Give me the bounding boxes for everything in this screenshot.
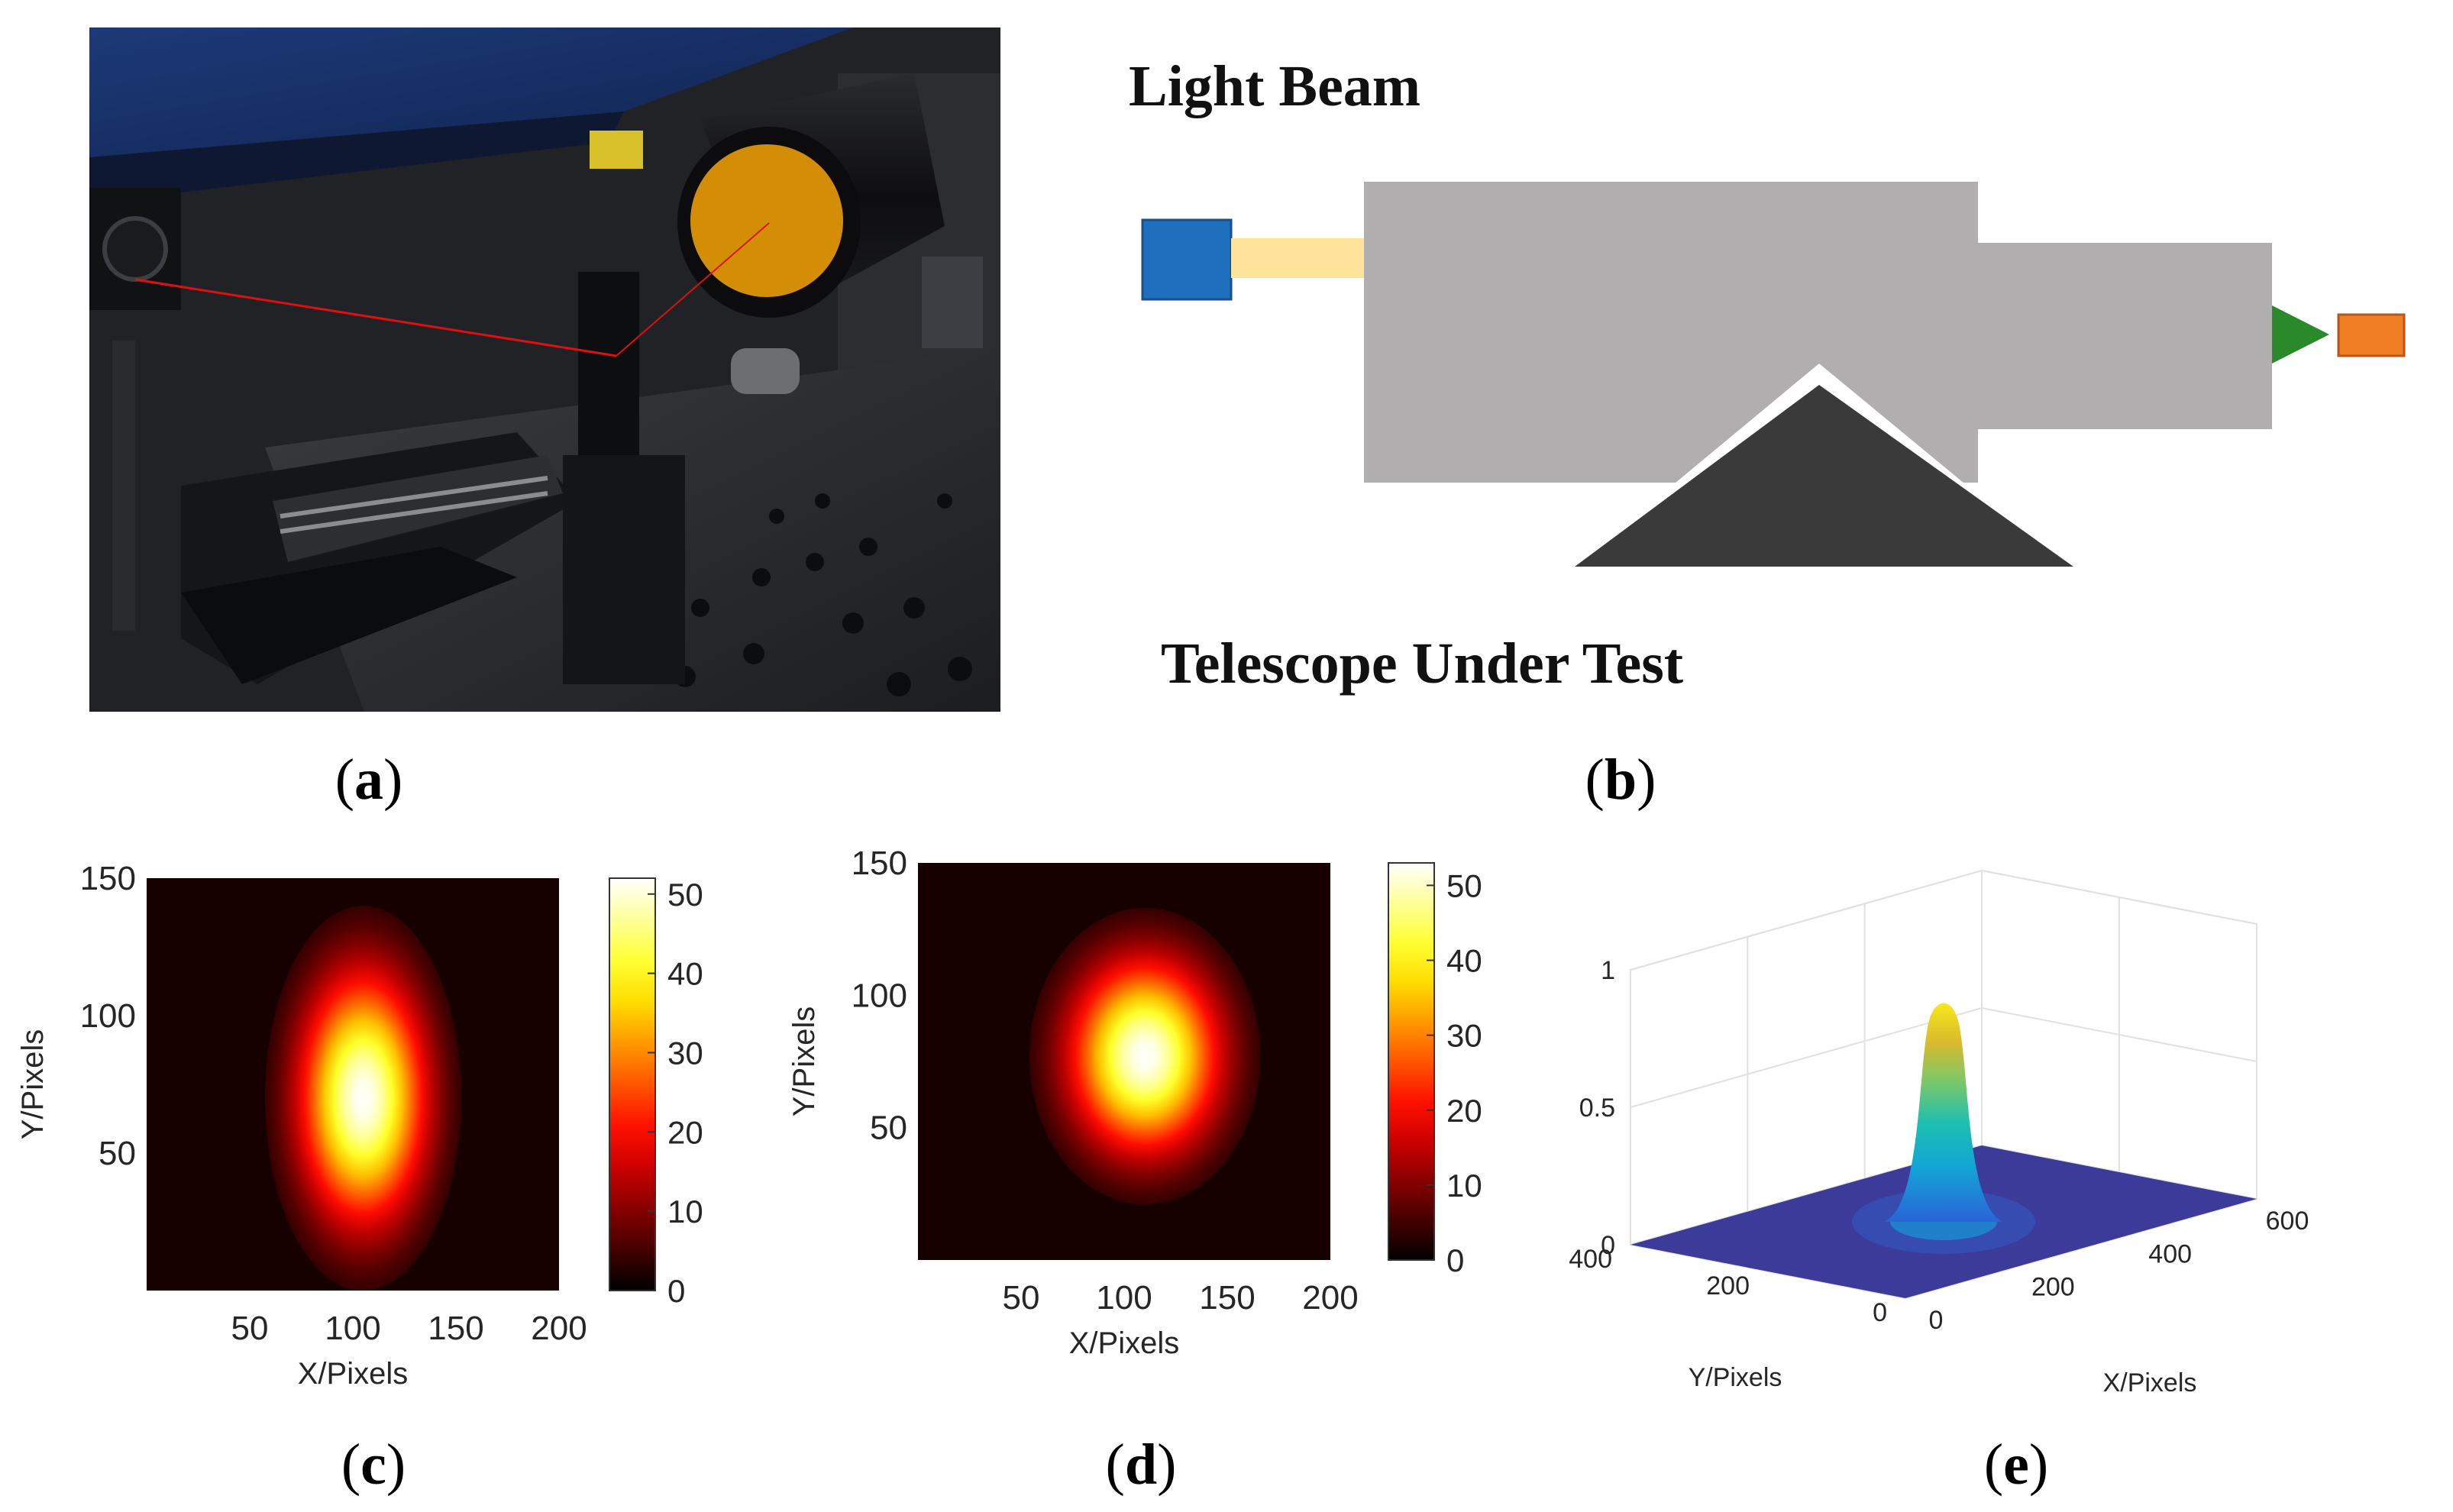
colorbar-tick-label: 30 [667, 1035, 703, 1071]
x-tick-label: 200 [1302, 1279, 1358, 1317]
x-tick-label: 100 [325, 1310, 380, 1347]
y-axis-label: Y/Pixels [1689, 1363, 1782, 1392]
colorbar-tick-label: 10 [1446, 1168, 1482, 1203]
beam-spot [1029, 907, 1261, 1205]
panel-a-label: (a) [334, 748, 403, 812]
colorbar-tick-label: 0 [1446, 1242, 1464, 1278]
x-tick-label: 400 [2148, 1239, 2192, 1268]
surface-chart-e: 0 0.5 1 0 200 400 600 0 200 400 X/Pixels Y/Pixels [1569, 869, 2309, 1397]
x-axis-label: X/Pixels [1069, 1326, 1180, 1360]
colorbar-tick-label: 50 [667, 877, 703, 913]
focus-cone [2272, 305, 2329, 363]
y-tick-label: 400 [1569, 1245, 1612, 1274]
x-tick-label: 150 [1199, 1279, 1255, 1317]
grid-line [1630, 1006, 2257, 1108]
x-tick-label: 200 [2031, 1273, 2075, 1302]
y-tick-label: 150 [80, 860, 136, 897]
y-axis-label: Y/Pixels [16, 1029, 50, 1140]
x-tick-label: 0 [1929, 1306, 1944, 1335]
x-tick-label: 200 [531, 1310, 587, 1347]
telescope-diagram [1141, 182, 2406, 567]
z-tick-label: 1 [1601, 956, 1615, 985]
x-tick-label: 50 [1003, 1279, 1040, 1317]
z-tick-label: 0 [1601, 1231, 1615, 1260]
x-axis-label: X/Pixels [2103, 1368, 2197, 1397]
detector-box [2337, 313, 2406, 357]
heatmap-chart-d: 50 100 150 200 50 100 150 X/Pixels Y/Pixels 0 10 20… [787, 845, 1482, 1360]
light-beam-rect [1231, 238, 1376, 278]
panel-d-label: (d) [1105, 1433, 1177, 1497]
y-tick-label: 150 [852, 845, 907, 882]
z-tick-label: 0.5 [1579, 1094, 1615, 1123]
telescope-under-test-label: Telescope Under Test [1161, 632, 1684, 696]
panel-b-label: (b) [1585, 748, 1656, 812]
y-tick-label: 0 [1873, 1298, 1887, 1327]
y-axis-label: Y/Pixels [787, 1006, 821, 1117]
x-tick-label: 150 [428, 1310, 483, 1347]
colorbar-tick-label: 0 [667, 1273, 685, 1309]
y-tick-label: 100 [852, 977, 907, 1014]
colorbar-tick-label: 20 [667, 1114, 703, 1150]
x-tick-label: 600 [2266, 1207, 2309, 1236]
x-axis-label: X/Pixels [298, 1357, 409, 1391]
y-tick-label: 100 [80, 997, 136, 1035]
panel-c-label: (c) [341, 1433, 406, 1497]
grid-line [1630, 869, 2257, 971]
light-beam-label: Light Beam [1129, 54, 1421, 118]
y-tick-label: 200 [1706, 1271, 1750, 1300]
telescope-mount [1575, 385, 2073, 567]
y-tick-label: 50 [870, 1110, 907, 1147]
surface-peak [1884, 1003, 2003, 1222]
telescope-body [1364, 182, 2272, 483]
colorbar-tick-label: 40 [667, 956, 703, 992]
colorbar-tick-label: 40 [1446, 943, 1482, 979]
x-tick-label: 100 [1096, 1279, 1152, 1317]
panel-e-label: (e) [1983, 1433, 2049, 1497]
beam-spot [264, 906, 462, 1291]
light-source-box [1141, 218, 1233, 301]
colorbar [1388, 862, 1435, 1261]
colorbar-tick-label: 20 [1446, 1093, 1482, 1129]
lab-setup-photo [89, 27, 1000, 712]
panel-a-photo [89, 27, 1000, 712]
colorbar-tick-label: 50 [1446, 867, 1482, 903]
y-tick-label: 50 [99, 1135, 136, 1172]
colorbar-tick-label: 30 [1446, 1018, 1482, 1054]
colorbar-tick-label: 10 [667, 1194, 703, 1229]
heatmap-chart-c: 50 100 150 200 50 100 150 X/Pixels Y/Pixels 0 10 20… [16, 860, 703, 1391]
x-tick-label: 50 [231, 1310, 269, 1347]
colorbar [609, 877, 656, 1291]
